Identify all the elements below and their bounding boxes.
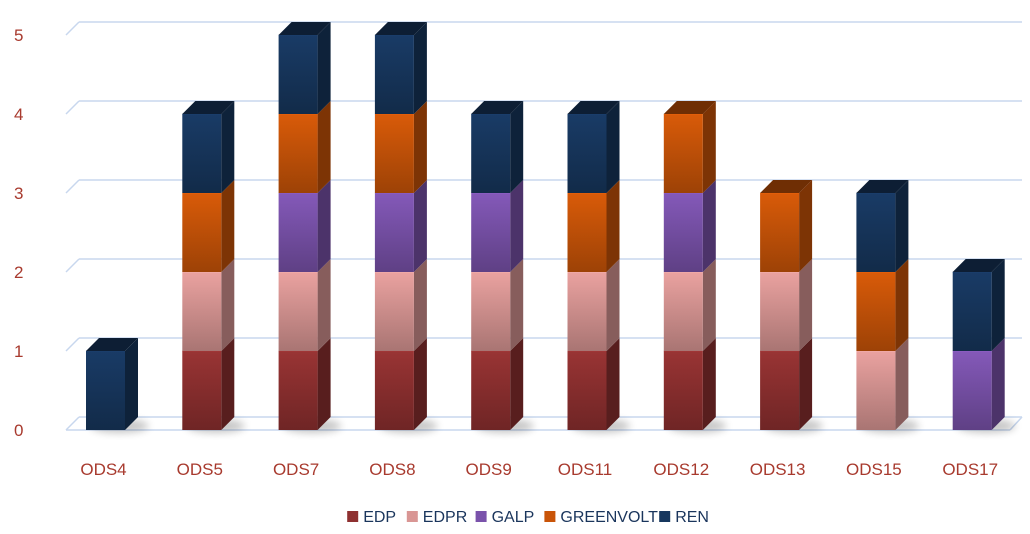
bar-segment-greenvolt bbox=[278, 101, 331, 193]
y-tick-label: 2 bbox=[14, 263, 23, 282]
x-tick-label: ODS4 bbox=[80, 460, 126, 479]
bar-segment-edp bbox=[663, 338, 716, 430]
bar-stack bbox=[663, 101, 716, 430]
bar-top-face bbox=[374, 22, 427, 35]
legend-swatch bbox=[406, 511, 418, 522]
legend-item-greenvolt: GREENVOLT bbox=[544, 509, 658, 526]
bar-top-face bbox=[663, 101, 716, 114]
x-tick-label: ODS15 bbox=[846, 460, 902, 479]
bar-top-face bbox=[567, 101, 620, 114]
bar-segment-greenvolt bbox=[856, 259, 909, 351]
bar-segment-edpr bbox=[374, 259, 427, 351]
legend-swatch bbox=[544, 511, 556, 522]
bar-stack bbox=[952, 259, 1005, 430]
bar-segment-ren bbox=[278, 22, 331, 114]
bar-segment-edp bbox=[567, 338, 620, 430]
bar-segment-greenvolt bbox=[182, 180, 235, 272]
bar-segment-ren bbox=[86, 338, 138, 430]
bar-segment-greenvolt bbox=[567, 180, 620, 272]
bar-stack bbox=[856, 180, 909, 430]
legend-item-edpr: EDPR bbox=[406, 509, 467, 526]
gridline bbox=[65, 100, 1022, 115]
y-tick-label: 3 bbox=[14, 184, 23, 203]
legend-swatch bbox=[659, 511, 671, 522]
bar-top-face bbox=[182, 101, 235, 114]
legend-label: GALP bbox=[492, 509, 535, 526]
bar-top-face bbox=[856, 180, 909, 193]
bar-top-face bbox=[471, 101, 524, 114]
legend-item-edp: EDP bbox=[347, 509, 396, 526]
bar-stack bbox=[182, 101, 235, 430]
bar-segment-greenvolt bbox=[374, 101, 427, 193]
x-tick-label: ODS7 bbox=[273, 460, 319, 479]
x-tick-label: ODS17 bbox=[942, 460, 998, 479]
x-tick-label: ODS11 bbox=[558, 460, 613, 479]
bars bbox=[86, 22, 1005, 430]
gridlines bbox=[65, 21, 1023, 431]
bar-segment-edp bbox=[760, 338, 813, 430]
bar-segment-edp bbox=[182, 338, 235, 430]
legend-item-ren: REN bbox=[659, 509, 709, 526]
bar-segment-edpr bbox=[760, 259, 813, 351]
bar-stack bbox=[471, 101, 524, 430]
x-tick-label: ODS5 bbox=[177, 460, 223, 479]
gridline bbox=[65, 21, 1022, 36]
bar-top-face bbox=[760, 180, 813, 193]
legend-label: REN bbox=[675, 509, 709, 526]
bar-segment-edpr bbox=[182, 259, 235, 351]
bar-segment-galp bbox=[374, 180, 427, 272]
bar-top-face bbox=[86, 338, 138, 351]
bar-segment-ren bbox=[374, 22, 427, 114]
bar-segment-ren bbox=[856, 180, 909, 272]
legend-label: GREENVOLT bbox=[560, 509, 658, 526]
x-tick-label: ODS13 bbox=[750, 460, 806, 479]
bar-segment-edp bbox=[471, 338, 524, 430]
bar-segment-edpr bbox=[856, 338, 909, 430]
legend-swatch bbox=[475, 511, 487, 522]
y-tick-label: 4 bbox=[14, 105, 23, 124]
bar-segment-edp bbox=[374, 338, 427, 430]
bar-stack bbox=[86, 338, 138, 430]
y-axis-ticks: 0 1 2 3 4 5 bbox=[14, 26, 23, 440]
bar-segment-greenvolt bbox=[760, 180, 813, 272]
x-tick-label: ODS12 bbox=[653, 460, 709, 479]
x-axis-ticks: ODS4 ODS5 ODS7 ODS8 ODS9 ODS11 ODS12 ODS13 ODS15… bbox=[80, 460, 998, 479]
bar-segment-edpr bbox=[471, 259, 524, 351]
legend-label: EDP bbox=[363, 509, 396, 526]
bar-stack bbox=[278, 22, 331, 430]
x-tick-label: ODS9 bbox=[466, 460, 512, 479]
y-tick-label: 1 bbox=[14, 342, 23, 361]
bar-segment-galp bbox=[663, 180, 716, 272]
bar-segment-galp bbox=[471, 180, 524, 272]
bar-top-face bbox=[278, 22, 331, 35]
gridline bbox=[65, 179, 1022, 194]
x-tick-label: ODS8 bbox=[369, 460, 415, 479]
bar-segment-edpr bbox=[278, 259, 331, 351]
bar-stack bbox=[374, 22, 427, 430]
bar-segment-ren bbox=[952, 259, 1005, 351]
legend-item-galp: GALP bbox=[475, 509, 535, 526]
legend-swatch bbox=[347, 511, 359, 522]
legend-label: EDPR bbox=[423, 509, 467, 526]
bar-segment-greenvolt bbox=[663, 101, 716, 193]
bar-segment-ren bbox=[182, 101, 235, 193]
bar-stack bbox=[567, 101, 620, 430]
bar-top-face bbox=[952, 259, 1005, 272]
bar-stack bbox=[760, 180, 813, 430]
bar-segment-galp bbox=[952, 338, 1005, 430]
bar-segment-edpr bbox=[567, 259, 620, 351]
legend: EDP EDPR GALP GREENVOLT REN bbox=[347, 509, 709, 526]
bar-segment-galp bbox=[278, 180, 331, 272]
bar-segment-edpr bbox=[663, 259, 716, 351]
y-tick-label: 0 bbox=[14, 421, 23, 440]
bar-segment-edp bbox=[278, 338, 331, 430]
bar-segment-ren bbox=[471, 101, 524, 193]
bar-segment-ren bbox=[567, 101, 620, 193]
y-tick-label: 5 bbox=[14, 26, 23, 45]
